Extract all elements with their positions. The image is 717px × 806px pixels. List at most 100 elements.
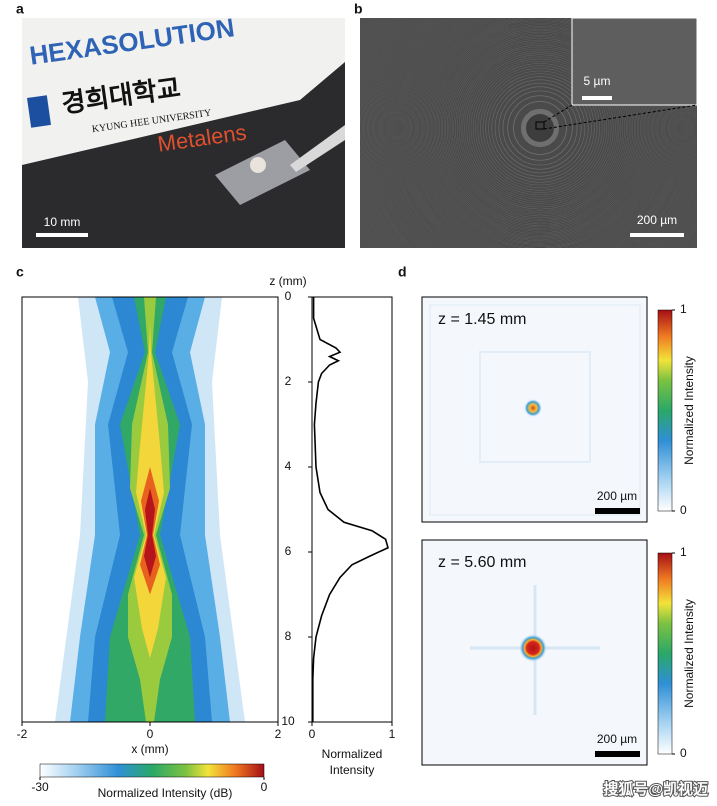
z-tick-label: 10	[281, 714, 295, 728]
ring	[424, 18, 656, 244]
ring	[407, 18, 673, 248]
colorbar	[39, 763, 265, 778]
focal-spots: z = 1.45 mm 200 µm 0 1 Normalized Intensity z…	[421, 296, 696, 766]
colorbar	[657, 552, 673, 755]
ring	[423, 18, 657, 245]
ring	[391, 18, 689, 248]
ring	[427, 18, 653, 241]
ring	[412, 18, 668, 248]
ring	[480, 68, 600, 188]
ring	[475, 63, 605, 193]
ring	[382, 18, 697, 248]
ring	[406, 18, 674, 248]
scale-bar	[595, 751, 640, 757]
watermark: 搜狐号@凯视迈	[603, 780, 708, 798]
focal-spot	[519, 634, 547, 662]
ring	[418, 18, 662, 248]
ring	[378, 18, 697, 248]
ring	[450, 38, 630, 218]
metalens	[250, 157, 266, 173]
ring	[422, 18, 658, 246]
ring	[445, 33, 635, 223]
zoom-line	[543, 104, 573, 123]
ring	[417, 18, 663, 248]
scale-bar	[36, 233, 88, 237]
colorbar-tick-label: 0	[680, 746, 687, 760]
profile-x-tick-label: 1	[389, 727, 396, 741]
colorbar-tick-label: 0	[680, 503, 687, 517]
ring	[421, 18, 659, 247]
ring	[369, 18, 697, 248]
ring	[368, 18, 697, 248]
ring	[408, 18, 672, 248]
tweezers	[290, 125, 345, 172]
ring	[380, 18, 697, 248]
ring	[414, 18, 666, 248]
ring	[411, 18, 669, 248]
ring	[381, 18, 697, 248]
ring	[468, 56, 612, 200]
ring	[459, 47, 621, 209]
ring	[436, 24, 644, 232]
ring	[400, 18, 680, 248]
ring-center	[526, 114, 554, 142]
ring	[448, 36, 632, 220]
logo	[27, 95, 51, 128]
ring	[373, 18, 697, 248]
ring	[383, 18, 697, 248]
ring	[455, 43, 625, 213]
ring	[457, 45, 623, 211]
ring	[380, 18, 697, 248]
ring	[387, 18, 693, 248]
plot-title: z = 1.45 mm	[438, 311, 526, 328]
profile-x-tick-label: 0	[309, 727, 316, 741]
scale-bar-label: 200 µm	[597, 732, 637, 746]
zoom-line	[543, 104, 698, 130]
scale-bar-label: 200 µm	[637, 213, 677, 227]
beam	[55, 297, 245, 722]
ring	[367, 18, 697, 248]
ring	[434, 22, 646, 234]
ring	[471, 59, 609, 197]
colorbar-label: Normalized Intensity	[682, 599, 696, 708]
ring	[370, 18, 697, 248]
ring	[362, 18, 697, 248]
ring	[488, 76, 592, 180]
z-label: z (mm)	[269, 274, 306, 288]
ring	[499, 87, 581, 169]
ring	[431, 19, 649, 237]
ring	[403, 18, 677, 248]
ring	[389, 18, 691, 248]
ring	[453, 41, 627, 215]
scale-bar	[595, 508, 640, 514]
ring	[404, 18, 676, 248]
ring	[513, 101, 567, 155]
z-tick-label: 2	[285, 374, 292, 388]
colorbar-tick-label: 0	[261, 780, 268, 794]
x-tick-label: 2	[275, 727, 282, 741]
ring	[432, 20, 648, 236]
ring	[390, 18, 690, 248]
ring	[392, 18, 688, 248]
ring	[366, 18, 697, 248]
ring	[365, 18, 697, 248]
ring	[428, 18, 652, 240]
x-label: x (mm)	[131, 742, 168, 756]
ring	[393, 18, 687, 248]
ring	[401, 18, 679, 248]
focal-spot	[524, 399, 542, 417]
ring	[395, 18, 685, 248]
ring	[485, 73, 595, 183]
colorbar-tick-label: 1	[680, 302, 687, 316]
colorbar-tick-label: -30	[31, 780, 49, 794]
frame	[311, 296, 393, 723]
ring	[374, 18, 697, 248]
ring	[460, 48, 620, 208]
colorbar-tick-label: 1	[680, 545, 687, 559]
colorbar-label: Normalized Intensity (dB)	[98, 786, 233, 800]
ring	[503, 91, 577, 165]
ring	[385, 18, 695, 248]
ring	[478, 66, 602, 190]
ring	[375, 18, 697, 248]
ring	[508, 96, 572, 160]
